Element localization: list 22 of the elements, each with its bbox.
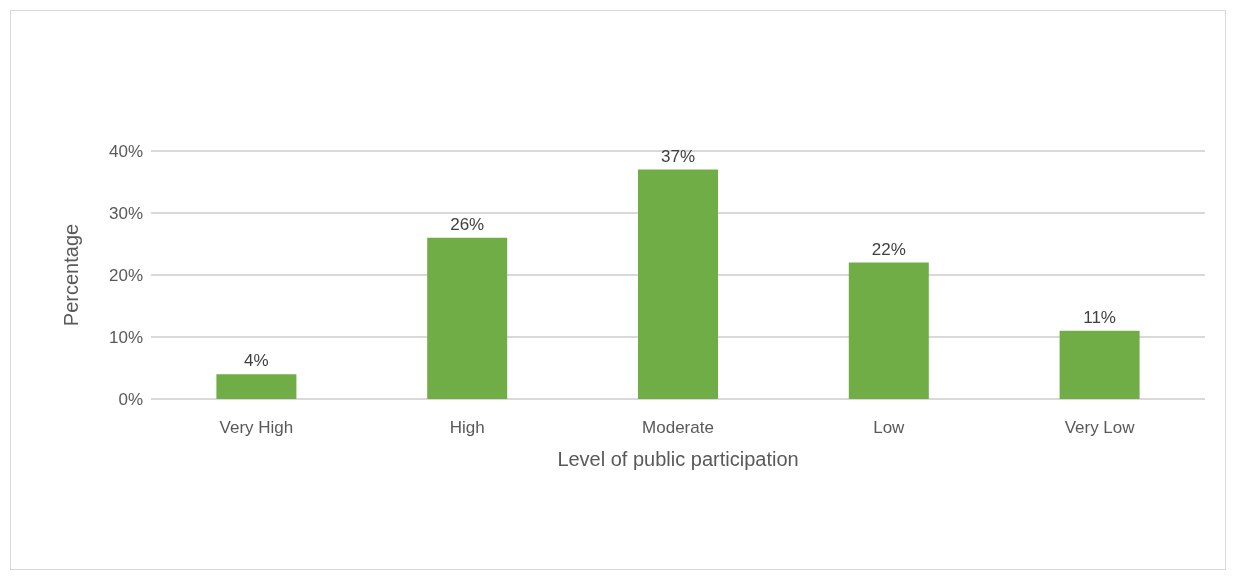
data-label: 11% [1083, 307, 1116, 327]
x-tick-label: Very High [219, 418, 294, 437]
y-tick-label: 10% [108, 327, 143, 347]
x-tick-label: High [449, 418, 485, 437]
bar [216, 374, 297, 399]
x-tick-label: Very Low [1064, 418, 1136, 437]
data-label: 37% [660, 146, 696, 166]
x-tick-label: Moderate [642, 418, 714, 437]
data-label: 22% [871, 239, 906, 259]
y-tick-label: 20% [108, 265, 143, 285]
bar [848, 262, 929, 399]
y-tick-label: 0% [118, 389, 143, 409]
x-tick-label: Low [873, 418, 906, 437]
x-axis-title: Level of public participation [557, 448, 799, 470]
bar [638, 169, 718, 399]
y-axis-title: Percentage [60, 223, 82, 327]
bar [427, 237, 508, 399]
y-tick-label: 40% [108, 141, 143, 161]
y-tick-label: 30% [108, 203, 143, 223]
data-label: 4% [244, 351, 269, 371]
data-label: 26% [450, 214, 485, 234]
bar [1059, 330, 1140, 399]
